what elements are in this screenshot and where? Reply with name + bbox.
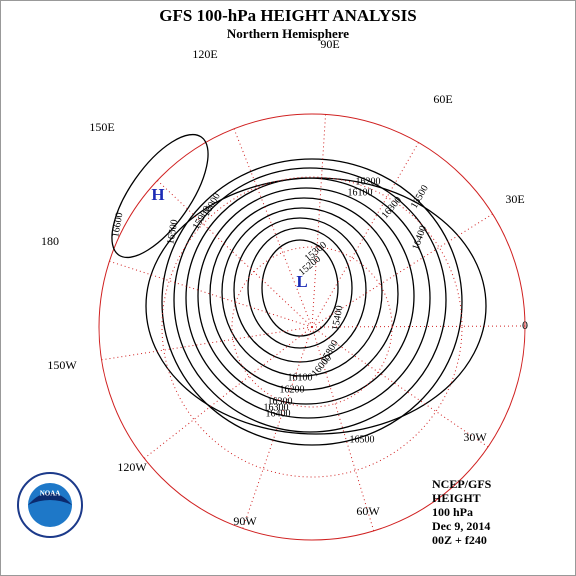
longitude-label: 90W [233, 514, 257, 528]
info-line: 100 hPa [432, 505, 473, 519]
low-center: L [296, 272, 307, 291]
contour-label: 16200 [356, 176, 381, 187]
parallel [161, 176, 463, 478]
info-line: 00Z + f240 [432, 533, 487, 547]
meridian [311, 325, 526, 328]
longitude-label: 120W [117, 460, 147, 474]
contour-label: 16500 [350, 434, 375, 445]
contour-label: 16400 [266, 408, 291, 419]
longitude-label: 120E [192, 47, 217, 61]
contour-label: 16300 [380, 195, 404, 221]
noaa-logo: NOAA [17, 472, 83, 538]
contour-label: 16300 [268, 396, 293, 407]
longitude-label: 150E [89, 120, 114, 134]
contour-label: 16300 [264, 402, 289, 413]
longitude-label: 60W [356, 504, 380, 518]
longitude-label: 90E [320, 37, 339, 51]
contour-label: 16200 [280, 384, 305, 395]
map-boundary [98, 113, 526, 541]
contour-label: 16500 [409, 183, 431, 210]
parallel [231, 246, 393, 408]
info-line: HEIGHT [432, 491, 481, 505]
contour-label: 16400 [410, 224, 429, 251]
longitude-label: 180 [41, 234, 59, 248]
contour-label: 16500 [165, 219, 180, 246]
svg-text:NOAA: NOAA [40, 490, 61, 498]
info-line: NCEP/GFS [432, 477, 492, 491]
meridian [109, 260, 313, 328]
longitude-label: 60E [433, 92, 452, 106]
subtitle: Northern Hemisphere [227, 26, 349, 41]
contour-label: 16600 [110, 212, 125, 239]
info-line: Dec 9, 2014 [432, 519, 490, 533]
longitude-label: 30W [463, 430, 487, 444]
high-center: H [151, 185, 164, 204]
longitude-label: 150W [47, 358, 77, 372]
contour-label: 15400 [330, 305, 345, 332]
longitude-label: 0 [522, 318, 528, 332]
longitude-label: 30E [505, 192, 524, 206]
contours [111, 133, 487, 446]
contour-label: 16100 [348, 187, 373, 198]
contour-label: 16100 [288, 372, 313, 383]
title: GFS 100-hPa HEIGHT ANALYSIS [159, 6, 416, 25]
